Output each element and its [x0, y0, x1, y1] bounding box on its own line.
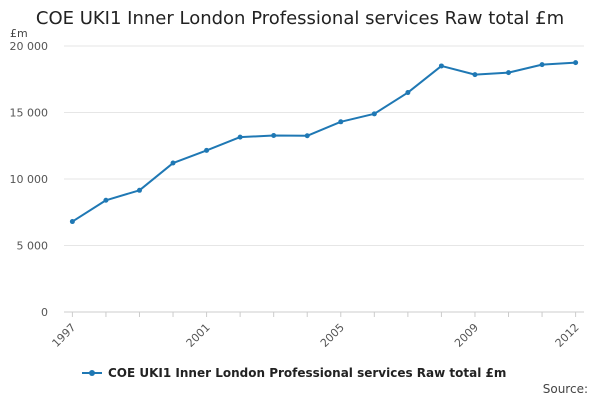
data-point — [304, 133, 310, 139]
data-point — [170, 160, 176, 166]
data-point — [371, 111, 377, 117]
data-point — [539, 62, 545, 68]
legend-label: COE UKI1 Inner London Professional servi… — [108, 366, 507, 380]
y-tick-label: 15 000 — [10, 107, 49, 120]
data-point — [573, 60, 579, 66]
x-tick-label: 2012 — [553, 321, 582, 350]
data-point — [271, 133, 277, 139]
gridlines — [64, 45, 584, 246]
source-label: Source: — [542, 382, 588, 396]
data-point — [472, 72, 478, 78]
y-tick-label: 0 — [41, 306, 48, 319]
data-point — [237, 134, 243, 140]
data-point — [438, 63, 444, 69]
y-unit-label: £m — [10, 27, 28, 40]
data-point — [338, 119, 344, 125]
legend[interactable]: COE UKI1 Inner London Professional servi… — [82, 366, 506, 380]
x-tick-label: 2009 — [452, 321, 481, 350]
axes — [64, 311, 584, 317]
data-point — [204, 147, 210, 153]
y-tick-label: 5 000 — [17, 240, 49, 253]
series-line — [71, 61, 576, 223]
tick-labels: 0 5 000 10 000 15 000 20 000 1997 2001 2005 2009… — [10, 40, 582, 350]
x-tick-label: 2001 — [184, 321, 213, 350]
data-point — [136, 187, 142, 193]
data-point — [103, 197, 109, 203]
legend-swatch — [82, 370, 102, 376]
y-tick-label: 20 000 — [10, 40, 49, 53]
y-tick-label: 10 000 — [10, 173, 49, 186]
chart-title: COE UKI1 Inner London Professional servi… — [35, 8, 565, 29]
data-point — [69, 219, 75, 225]
data-point — [405, 90, 411, 96]
data-point — [506, 70, 512, 76]
series-layer — [69, 60, 579, 225]
x-tick-label: 2005 — [318, 321, 347, 350]
x-tick-label: 1997 — [50, 321, 79, 350]
